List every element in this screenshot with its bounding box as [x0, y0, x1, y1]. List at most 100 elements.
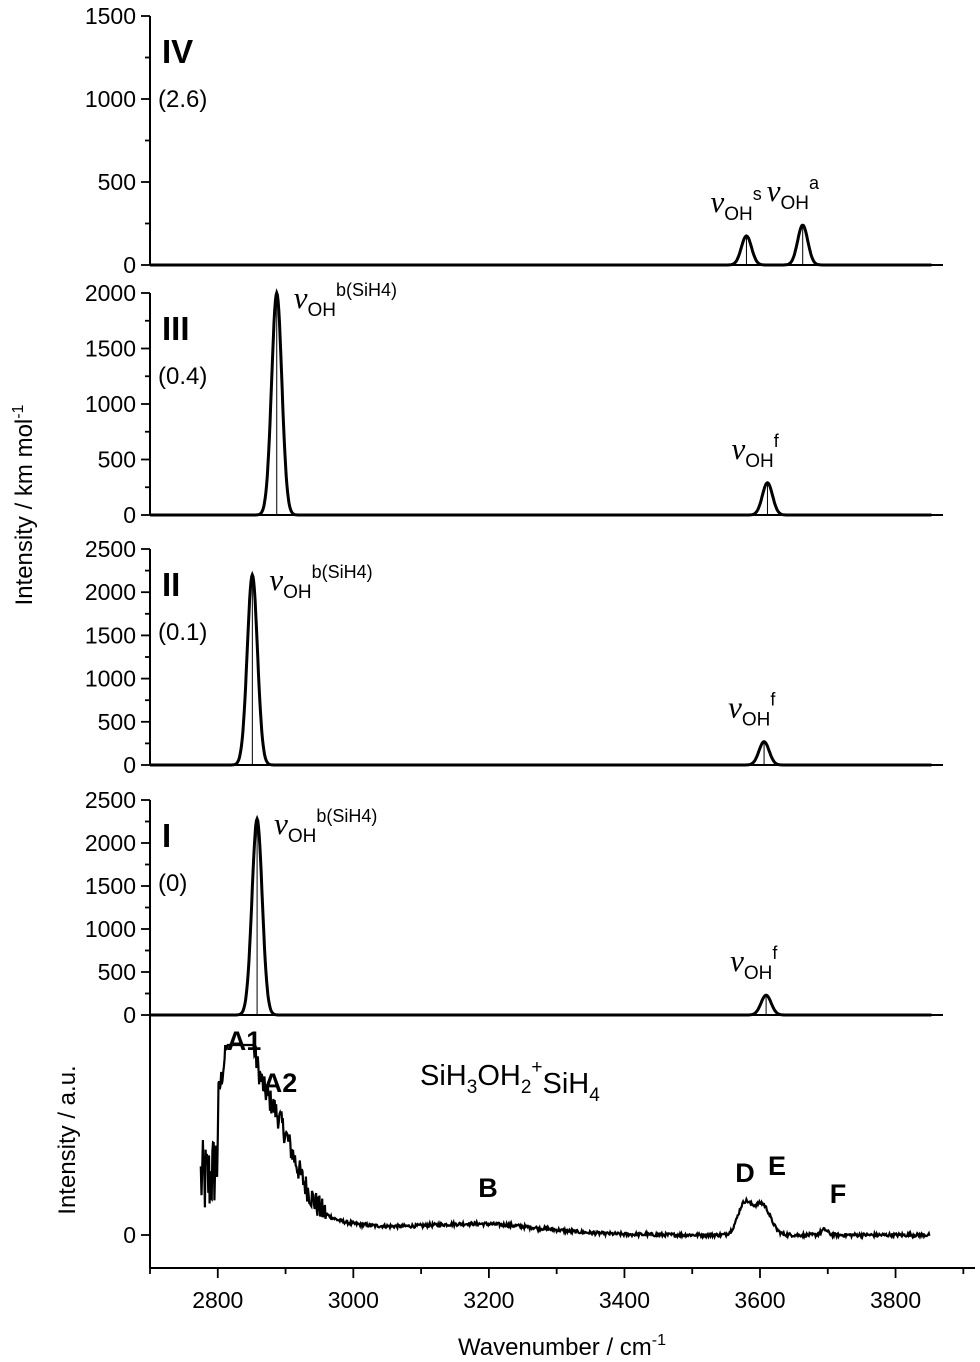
species-formula: SiH3OH2+SiH4 — [420, 1057, 600, 1106]
annotation-subscript: OH — [780, 193, 809, 214]
y-tick-label: 500 — [98, 169, 136, 195]
y-tick-label: 1500 — [85, 622, 136, 648]
peak-annotation: νOHa — [767, 173, 820, 214]
nu-symbol: ν — [269, 562, 283, 597]
y-tick-label: 1000 — [85, 666, 136, 692]
annotation-subscript: OH — [724, 204, 753, 225]
spectrum-line — [150, 223, 932, 267]
annotation-superscript: b(SiH4) — [336, 280, 397, 300]
y-axis-title-calculated: Intensity / km mol-1 — [10, 404, 38, 605]
spectrum-line — [150, 570, 932, 767]
y-tick-label: 500 — [98, 959, 136, 985]
nu-symbol: ν — [730, 943, 744, 978]
annotation-superscript: b(SiH4) — [312, 562, 373, 582]
formula-part: 3 — [467, 1077, 478, 1098]
y-tick-label: 2000 — [85, 579, 136, 605]
panel-label: II — [162, 566, 180, 603]
y-tick-label: 1000 — [85, 916, 136, 942]
annotation-superscript: a — [809, 173, 820, 193]
y-tick-label: 500 — [98, 447, 136, 473]
annotation-subscript: OH — [288, 826, 317, 847]
peak-annotation: νOHf — [730, 943, 778, 984]
panel-sublabel: (0) — [158, 870, 187, 897]
x-axis-title: Wavenumber / cm-1 — [458, 1332, 666, 1361]
annotation-subscript: OH — [308, 300, 337, 321]
x-axis-title-text: Wavenumber / cm — [458, 1334, 652, 1361]
x-tick-label: 2800 — [192, 1287, 243, 1313]
formula-part: SiH — [543, 1068, 590, 1100]
nu-symbol: ν — [294, 280, 308, 315]
experimental-spectrum-line — [199, 1043, 931, 1241]
panel-ii: 05001000150020002500νOHb(SiH4)νOHfII(0.1… — [85, 536, 943, 778]
y-tick-label: 2500 — [85, 787, 136, 813]
formula-part: OH — [477, 1060, 521, 1092]
nu-symbol: ν — [728, 690, 742, 725]
formula-part: + — [531, 1057, 542, 1078]
x-tick-label: 3200 — [463, 1287, 514, 1313]
y-tick-label: 0 — [123, 502, 136, 528]
nu-symbol: ν — [274, 806, 288, 841]
annotation-superscript: s — [753, 184, 762, 204]
annotation-superscript: b(SiH4) — [316, 806, 377, 826]
peak-annotation: νOHs — [710, 184, 761, 225]
band-label-a1: A1 — [227, 1026, 262, 1056]
y-tick-label: 1500 — [85, 873, 136, 899]
annotation-superscript: f — [772, 943, 778, 963]
formula-part: 2 — [521, 1077, 532, 1098]
spectrum-line — [150, 814, 932, 1017]
y-tick-label: 1000 — [85, 86, 136, 112]
y-tick-label: 500 — [98, 709, 136, 735]
nu-symbol: ν — [731, 431, 745, 466]
y-tick-label: 2000 — [85, 280, 136, 306]
annotation-superscript: f — [770, 690, 776, 710]
panel-label: IV — [162, 33, 193, 70]
band-label-b: B — [478, 1173, 498, 1203]
peak-annotation: νOHf — [728, 690, 776, 731]
y-tick-label: 2500 — [85, 536, 136, 562]
peak-annotation: νOHb(SiH4) — [269, 562, 372, 603]
band-label-e: E — [768, 1151, 786, 1181]
y-tick-label: 1000 — [85, 391, 136, 417]
panel-label: I — [162, 817, 171, 854]
panel-sublabel: (0.1) — [158, 619, 207, 646]
y-tick-label: 0 — [123, 1002, 136, 1028]
annotation-subscript: OH — [745, 451, 774, 472]
annotation-subscript: OH — [283, 582, 312, 603]
peak-annotation: νOHb(SiH4) — [294, 280, 397, 321]
annotation-superscript: f — [774, 431, 780, 451]
y-tick-label: 0 — [123, 752, 136, 778]
y-axis-title-experimental: Intensity / a.u. — [54, 1065, 81, 1214]
y-axis-title-calculated-sup: -1 — [10, 404, 27, 418]
x-tick-label: 3000 — [328, 1287, 379, 1313]
x-tick-label: 3800 — [870, 1287, 921, 1313]
x-axis: 2800 3000 3200 3400 3600 3800 — [149, 1267, 975, 1313]
nu-symbol: ν — [710, 184, 724, 219]
band-label-f: F — [830, 1179, 847, 1209]
x-tick-label: 3600 — [734, 1287, 785, 1313]
band-label-d: D — [735, 1158, 755, 1188]
annotation-subscript: OH — [744, 963, 773, 984]
y-tick-label: 0 — [123, 1222, 136, 1248]
x-axis-title-sup: -1 — [652, 1332, 666, 1349]
annotation-subscript: OH — [742, 710, 771, 731]
peak-annotation: νOHf — [731, 431, 779, 472]
y-axis-title-calculated-text: Intensity / km mol — [11, 419, 38, 606]
spectrum-line — [150, 288, 932, 517]
band-label-a2: A2 — [263, 1068, 298, 1098]
y-tick-label: 0 — [123, 252, 136, 278]
panel-label: III — [162, 310, 190, 347]
y-tick-label: 1500 — [85, 336, 136, 362]
formula-part: 4 — [589, 1085, 600, 1106]
panel-sublabel: (0.4) — [158, 363, 207, 390]
y-tick-label: 1500 — [85, 3, 136, 29]
panel-sublabel: (2.6) — [158, 86, 207, 113]
peak-annotation: νOHb(SiH4) — [274, 806, 377, 847]
formula-part: SiH — [420, 1060, 467, 1092]
x-tick-label: 3400 — [599, 1287, 650, 1313]
